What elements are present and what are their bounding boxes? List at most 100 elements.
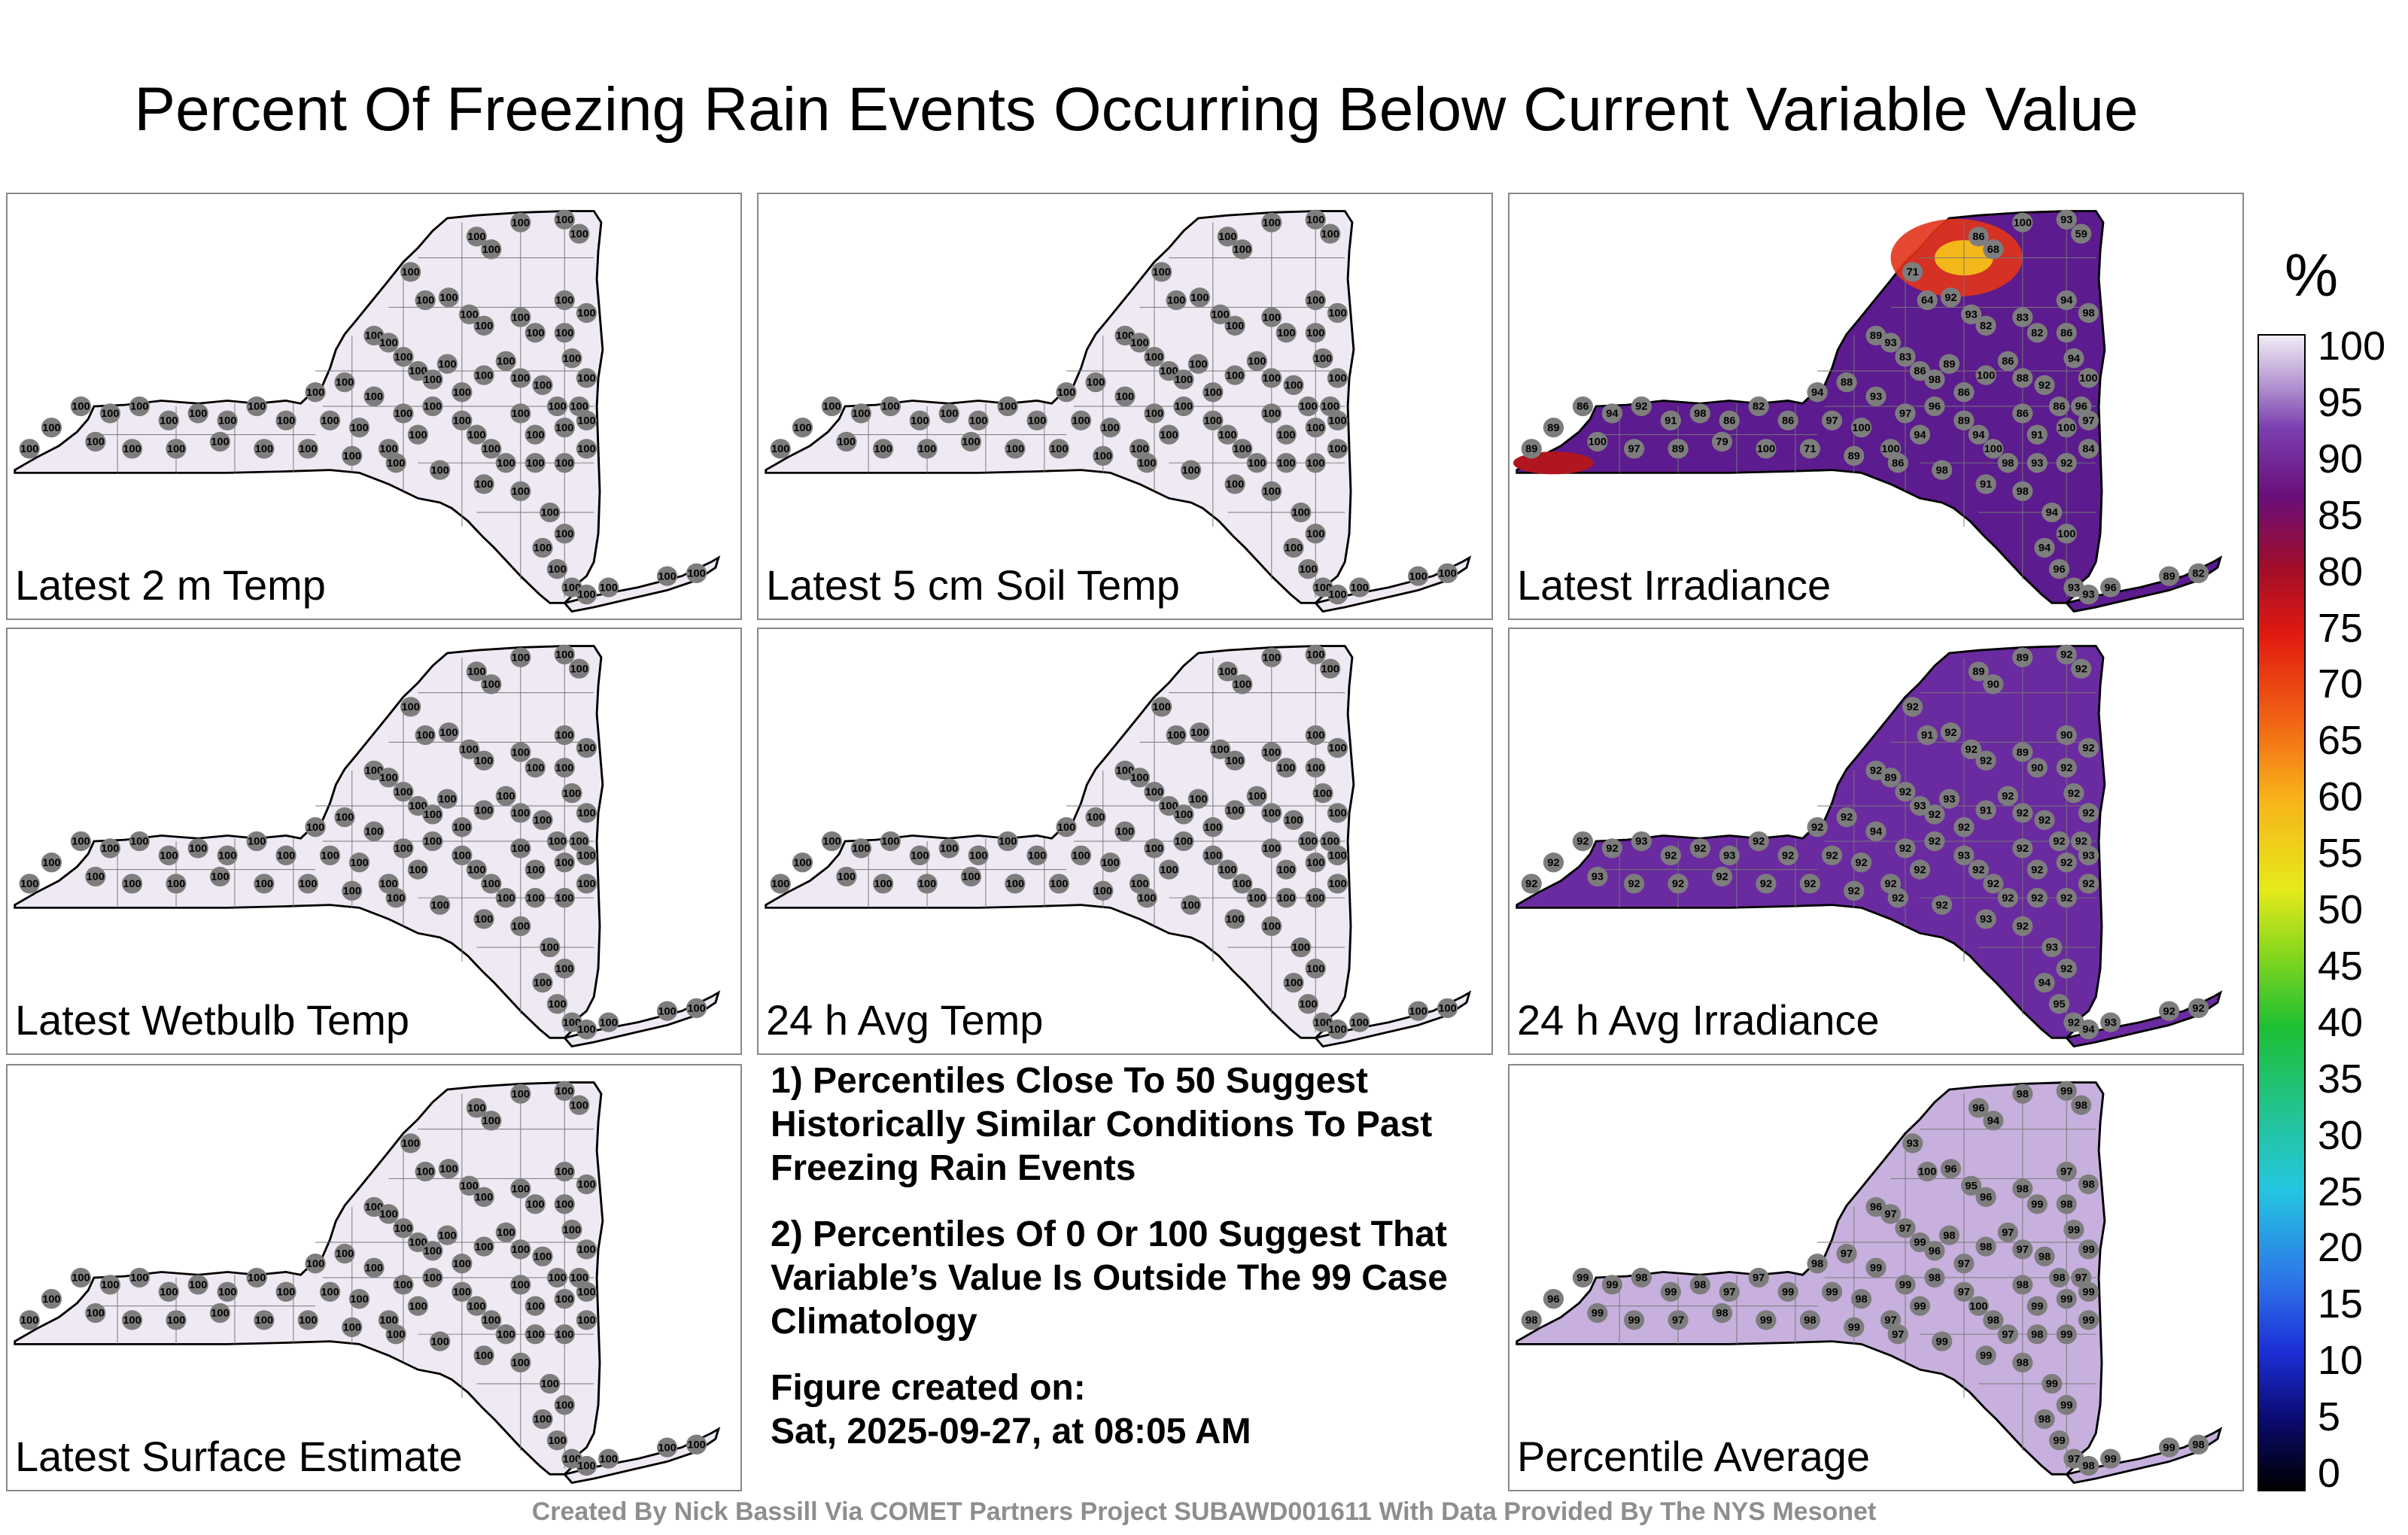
station-value: 100 bbox=[482, 679, 500, 691]
station-value: 100 bbox=[1218, 865, 1236, 877]
station-value: 100 bbox=[577, 372, 595, 385]
station-value: 71 bbox=[1907, 266, 1919, 278]
station-marker bbox=[1997, 1324, 2018, 1345]
station-value: 92 bbox=[1841, 812, 1853, 824]
station-value: 100 bbox=[534, 1414, 552, 1426]
station-value: 100 bbox=[130, 401, 148, 413]
station-marker bbox=[473, 1187, 494, 1207]
colorbar-tick-label: 0 bbox=[2318, 1451, 2341, 1496]
station-value: 100 bbox=[548, 1272, 566, 1284]
station-marker bbox=[510, 1178, 531, 1199]
station-value: 88 bbox=[1841, 377, 1853, 389]
station-marker bbox=[836, 866, 857, 887]
station-marker bbox=[554, 1395, 575, 1415]
station-value: 97 bbox=[1841, 1248, 1853, 1260]
station-value: 99 bbox=[1914, 1237, 1926, 1249]
station-value: 100 bbox=[1328, 850, 1346, 862]
station-value: 92 bbox=[1811, 822, 1823, 834]
station-marker bbox=[1437, 998, 1458, 1018]
station-marker bbox=[2078, 1174, 2099, 1195]
station-value: 99 bbox=[2082, 1315, 2094, 1327]
station-marker bbox=[1895, 1275, 1916, 1295]
station-marker bbox=[187, 403, 208, 424]
station-value: 98 bbox=[1694, 408, 1706, 420]
station-value: 100 bbox=[453, 1287, 471, 1299]
station-marker bbox=[2012, 1084, 2033, 1104]
station-marker bbox=[334, 372, 355, 393]
station-value: 92 bbox=[1753, 836, 1765, 848]
station-marker bbox=[2188, 563, 2209, 583]
station-value: 100 bbox=[475, 321, 493, 333]
station-marker bbox=[319, 845, 341, 865]
station-value: 94 bbox=[1972, 430, 1984, 442]
panel-label: 24 h Avg Temp bbox=[766, 996, 1044, 1044]
station-marker bbox=[129, 396, 150, 417]
station-marker bbox=[305, 1254, 326, 1274]
station-marker bbox=[2012, 742, 2033, 762]
station-marker bbox=[1895, 782, 1916, 802]
station-marker bbox=[1261, 742, 1282, 762]
station-value: 100 bbox=[439, 1163, 458, 1175]
station-marker bbox=[363, 386, 385, 406]
station-marker bbox=[1668, 1310, 1689, 1330]
station-value: 100 bbox=[1181, 465, 1199, 477]
station-value: 79 bbox=[1716, 436, 1728, 448]
station-marker bbox=[2071, 1095, 2092, 1115]
station-value: 100 bbox=[1299, 401, 1317, 413]
station-value: 99 bbox=[1592, 1308, 1604, 1320]
station-marker bbox=[909, 845, 930, 865]
station-value: 100 bbox=[555, 1293, 573, 1306]
station-value: 100 bbox=[838, 871, 856, 883]
station-marker bbox=[576, 1455, 597, 1476]
station-marker bbox=[510, 212, 531, 233]
station-value: 100 bbox=[881, 836, 899, 848]
station-value: 97 bbox=[1958, 1258, 1970, 1270]
station-marker bbox=[451, 1281, 473, 1302]
station-value: 100 bbox=[409, 865, 427, 877]
station-value: 100 bbox=[460, 309, 478, 321]
station-marker bbox=[1953, 817, 1975, 837]
station-value: 100 bbox=[1248, 892, 1266, 904]
station-value: 100 bbox=[1285, 815, 1303, 827]
station-value: 100 bbox=[1233, 679, 1251, 691]
station-value: 100 bbox=[1409, 571, 1427, 583]
station-value: 100 bbox=[218, 1287, 236, 1299]
station-marker bbox=[1975, 1345, 1996, 1366]
station-marker bbox=[209, 866, 231, 887]
long-island-outline bbox=[2064, 555, 2223, 613]
station-marker bbox=[1173, 831, 1194, 852]
station-marker bbox=[1166, 290, 1187, 311]
station-value: 98 bbox=[1811, 1258, 1823, 1270]
colorbar bbox=[2258, 334, 2306, 1491]
station-marker bbox=[546, 831, 568, 852]
station-marker bbox=[1543, 418, 1564, 438]
station-marker bbox=[19, 439, 40, 459]
station-marker bbox=[1521, 874, 1542, 894]
station-marker bbox=[1940, 722, 1961, 743]
station-value: 97 bbox=[1628, 443, 1640, 455]
station-value: 92 bbox=[1848, 886, 1860, 898]
station-marker bbox=[400, 262, 421, 282]
station-marker bbox=[850, 403, 871, 424]
station-marker bbox=[1932, 1331, 1953, 1351]
station-value: 100 bbox=[1226, 479, 1244, 491]
station-marker bbox=[1953, 1281, 1975, 1302]
station-value: 100 bbox=[1328, 443, 1346, 455]
station-marker bbox=[524, 1194, 546, 1214]
station-marker bbox=[2026, 1324, 2048, 1345]
station-marker bbox=[2026, 859, 2048, 880]
station-marker bbox=[1836, 1243, 1857, 1264]
station-marker bbox=[540, 502, 561, 523]
station-value: 100 bbox=[416, 295, 434, 307]
station-marker bbox=[1246, 453, 1267, 473]
station-value: 90 bbox=[2031, 762, 2043, 774]
station-value: 100 bbox=[563, 353, 581, 365]
station-value: 92 bbox=[2002, 892, 2014, 904]
station-marker bbox=[968, 410, 989, 430]
station-value: 100 bbox=[1277, 892, 1295, 904]
station-marker bbox=[1756, 1310, 1777, 1330]
colorbar-tick-label: 65 bbox=[2318, 718, 2364, 764]
station-value: 100 bbox=[1226, 805, 1244, 817]
station-marker bbox=[99, 838, 120, 859]
station-value: 100 bbox=[1328, 372, 1346, 385]
